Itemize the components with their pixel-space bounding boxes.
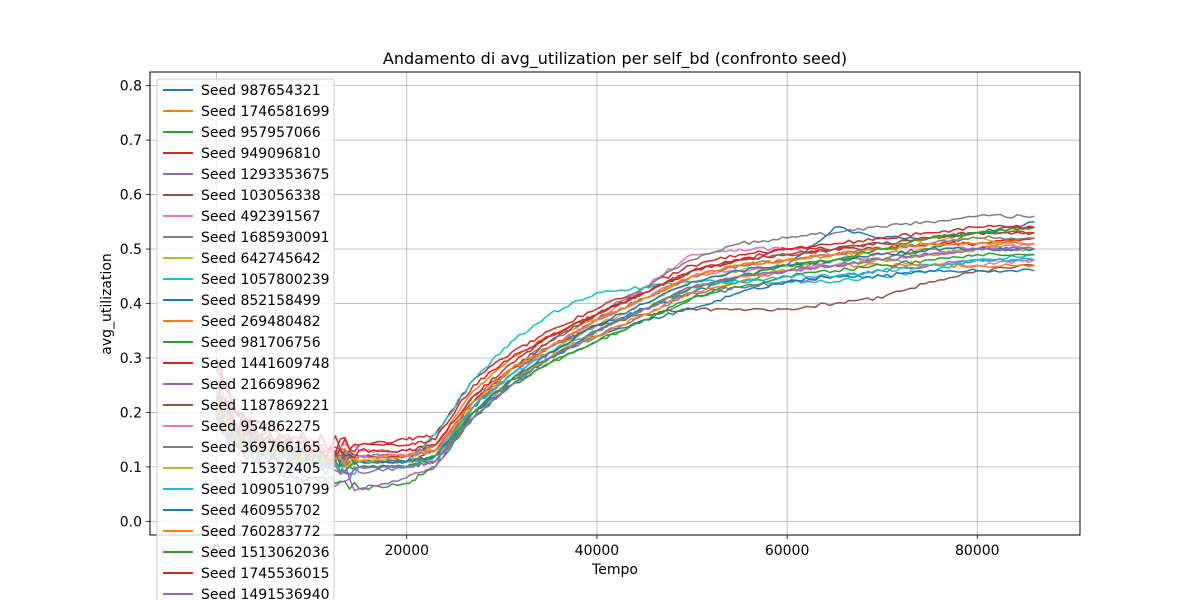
series-line bbox=[215, 242, 1035, 463]
y-tick-label: 0.4 bbox=[120, 297, 142, 313]
legend-entry: Seed 369766165 bbox=[201, 440, 321, 456]
series-line bbox=[216, 253, 1035, 466]
legend-entry: Seed 1491536940 bbox=[201, 587, 330, 600]
legend-entry: Seed 852158499 bbox=[201, 293, 321, 309]
x-tick-label: 40000 bbox=[575, 543, 620, 559]
legend-entry: Seed 949096810 bbox=[201, 146, 321, 162]
series-line bbox=[215, 252, 1035, 471]
x-tick-label: 20000 bbox=[384, 543, 429, 559]
legend-entry: Seed 642745642 bbox=[201, 251, 321, 267]
legend-entry: Seed 954862275 bbox=[201, 419, 321, 435]
y-axis-label: avg_utilization bbox=[99, 253, 115, 355]
legend-entry: Seed 1746581699 bbox=[201, 104, 330, 120]
series-line bbox=[215, 246, 1035, 468]
legend-entry: Seed 1090510799 bbox=[201, 482, 330, 498]
legend-entry: Seed 715372405 bbox=[201, 461, 321, 477]
chart-title: Andamento di avg_utilization per self_bd… bbox=[383, 49, 847, 69]
legend-entry: Seed 1513062036 bbox=[201, 545, 330, 561]
legend-entry: Seed 460955702 bbox=[201, 503, 321, 519]
legend-entry: Seed 103056338 bbox=[201, 188, 321, 204]
series-line bbox=[216, 213, 1035, 464]
series-lines bbox=[215, 213, 1035, 492]
y-tick-label: 0.7 bbox=[120, 133, 142, 149]
series-line bbox=[216, 246, 1035, 467]
series-line bbox=[215, 237, 1035, 453]
series-line bbox=[216, 246, 1035, 455]
legend-box bbox=[156, 78, 335, 600]
legend-entry: Seed 492391567 bbox=[201, 209, 321, 225]
legend-entry: Seed 760283772 bbox=[201, 524, 321, 540]
y-tick-label: 0.1 bbox=[120, 460, 142, 476]
series-line bbox=[216, 241, 1035, 467]
y-tick-label: 0.6 bbox=[120, 188, 142, 204]
y-tick-label: 0.8 bbox=[120, 79, 142, 95]
y-tick-label: 0.0 bbox=[120, 514, 142, 530]
series-line bbox=[216, 224, 1035, 460]
legend-entry: Seed 981706756 bbox=[201, 335, 321, 351]
series-line bbox=[215, 262, 1035, 464]
x-tick-label: 60000 bbox=[765, 543, 810, 559]
x-axis-label: Tempo bbox=[591, 562, 638, 578]
legend-entry: Seed 1293353675 bbox=[201, 167, 330, 183]
series-line bbox=[215, 230, 1035, 464]
legend: Seed 987654321 Seed 1746581699 Seed 957957… bbox=[156, 78, 335, 600]
y-tick-label: 0.5 bbox=[120, 242, 142, 258]
legend-entry: Seed 1441609748 bbox=[201, 356, 330, 372]
series-line bbox=[216, 263, 1035, 464]
legend-entry: Seed 987654321 bbox=[201, 83, 321, 99]
legend-entry: Seed 1187869221 bbox=[201, 398, 330, 414]
legend-entry: Seed 1685930091 bbox=[201, 230, 330, 246]
legend-entry: Seed 1745536015 bbox=[201, 566, 330, 582]
legend-entry: Seed 957957066 bbox=[201, 125, 321, 141]
axis-ticks: 0200004000060000800000.00.10.20.30.40.50… bbox=[120, 79, 1000, 559]
series-line bbox=[215, 268, 1035, 465]
y-tick-label: 0.2 bbox=[120, 405, 142, 421]
legend-entry: Seed 269480482 bbox=[201, 314, 321, 330]
x-tick-label: 80000 bbox=[955, 543, 1000, 559]
legend-entry: Seed 1057800239 bbox=[201, 272, 330, 288]
y-tick-label: 0.3 bbox=[120, 351, 142, 367]
legend-entry: Seed 216698962 bbox=[201, 377, 321, 393]
